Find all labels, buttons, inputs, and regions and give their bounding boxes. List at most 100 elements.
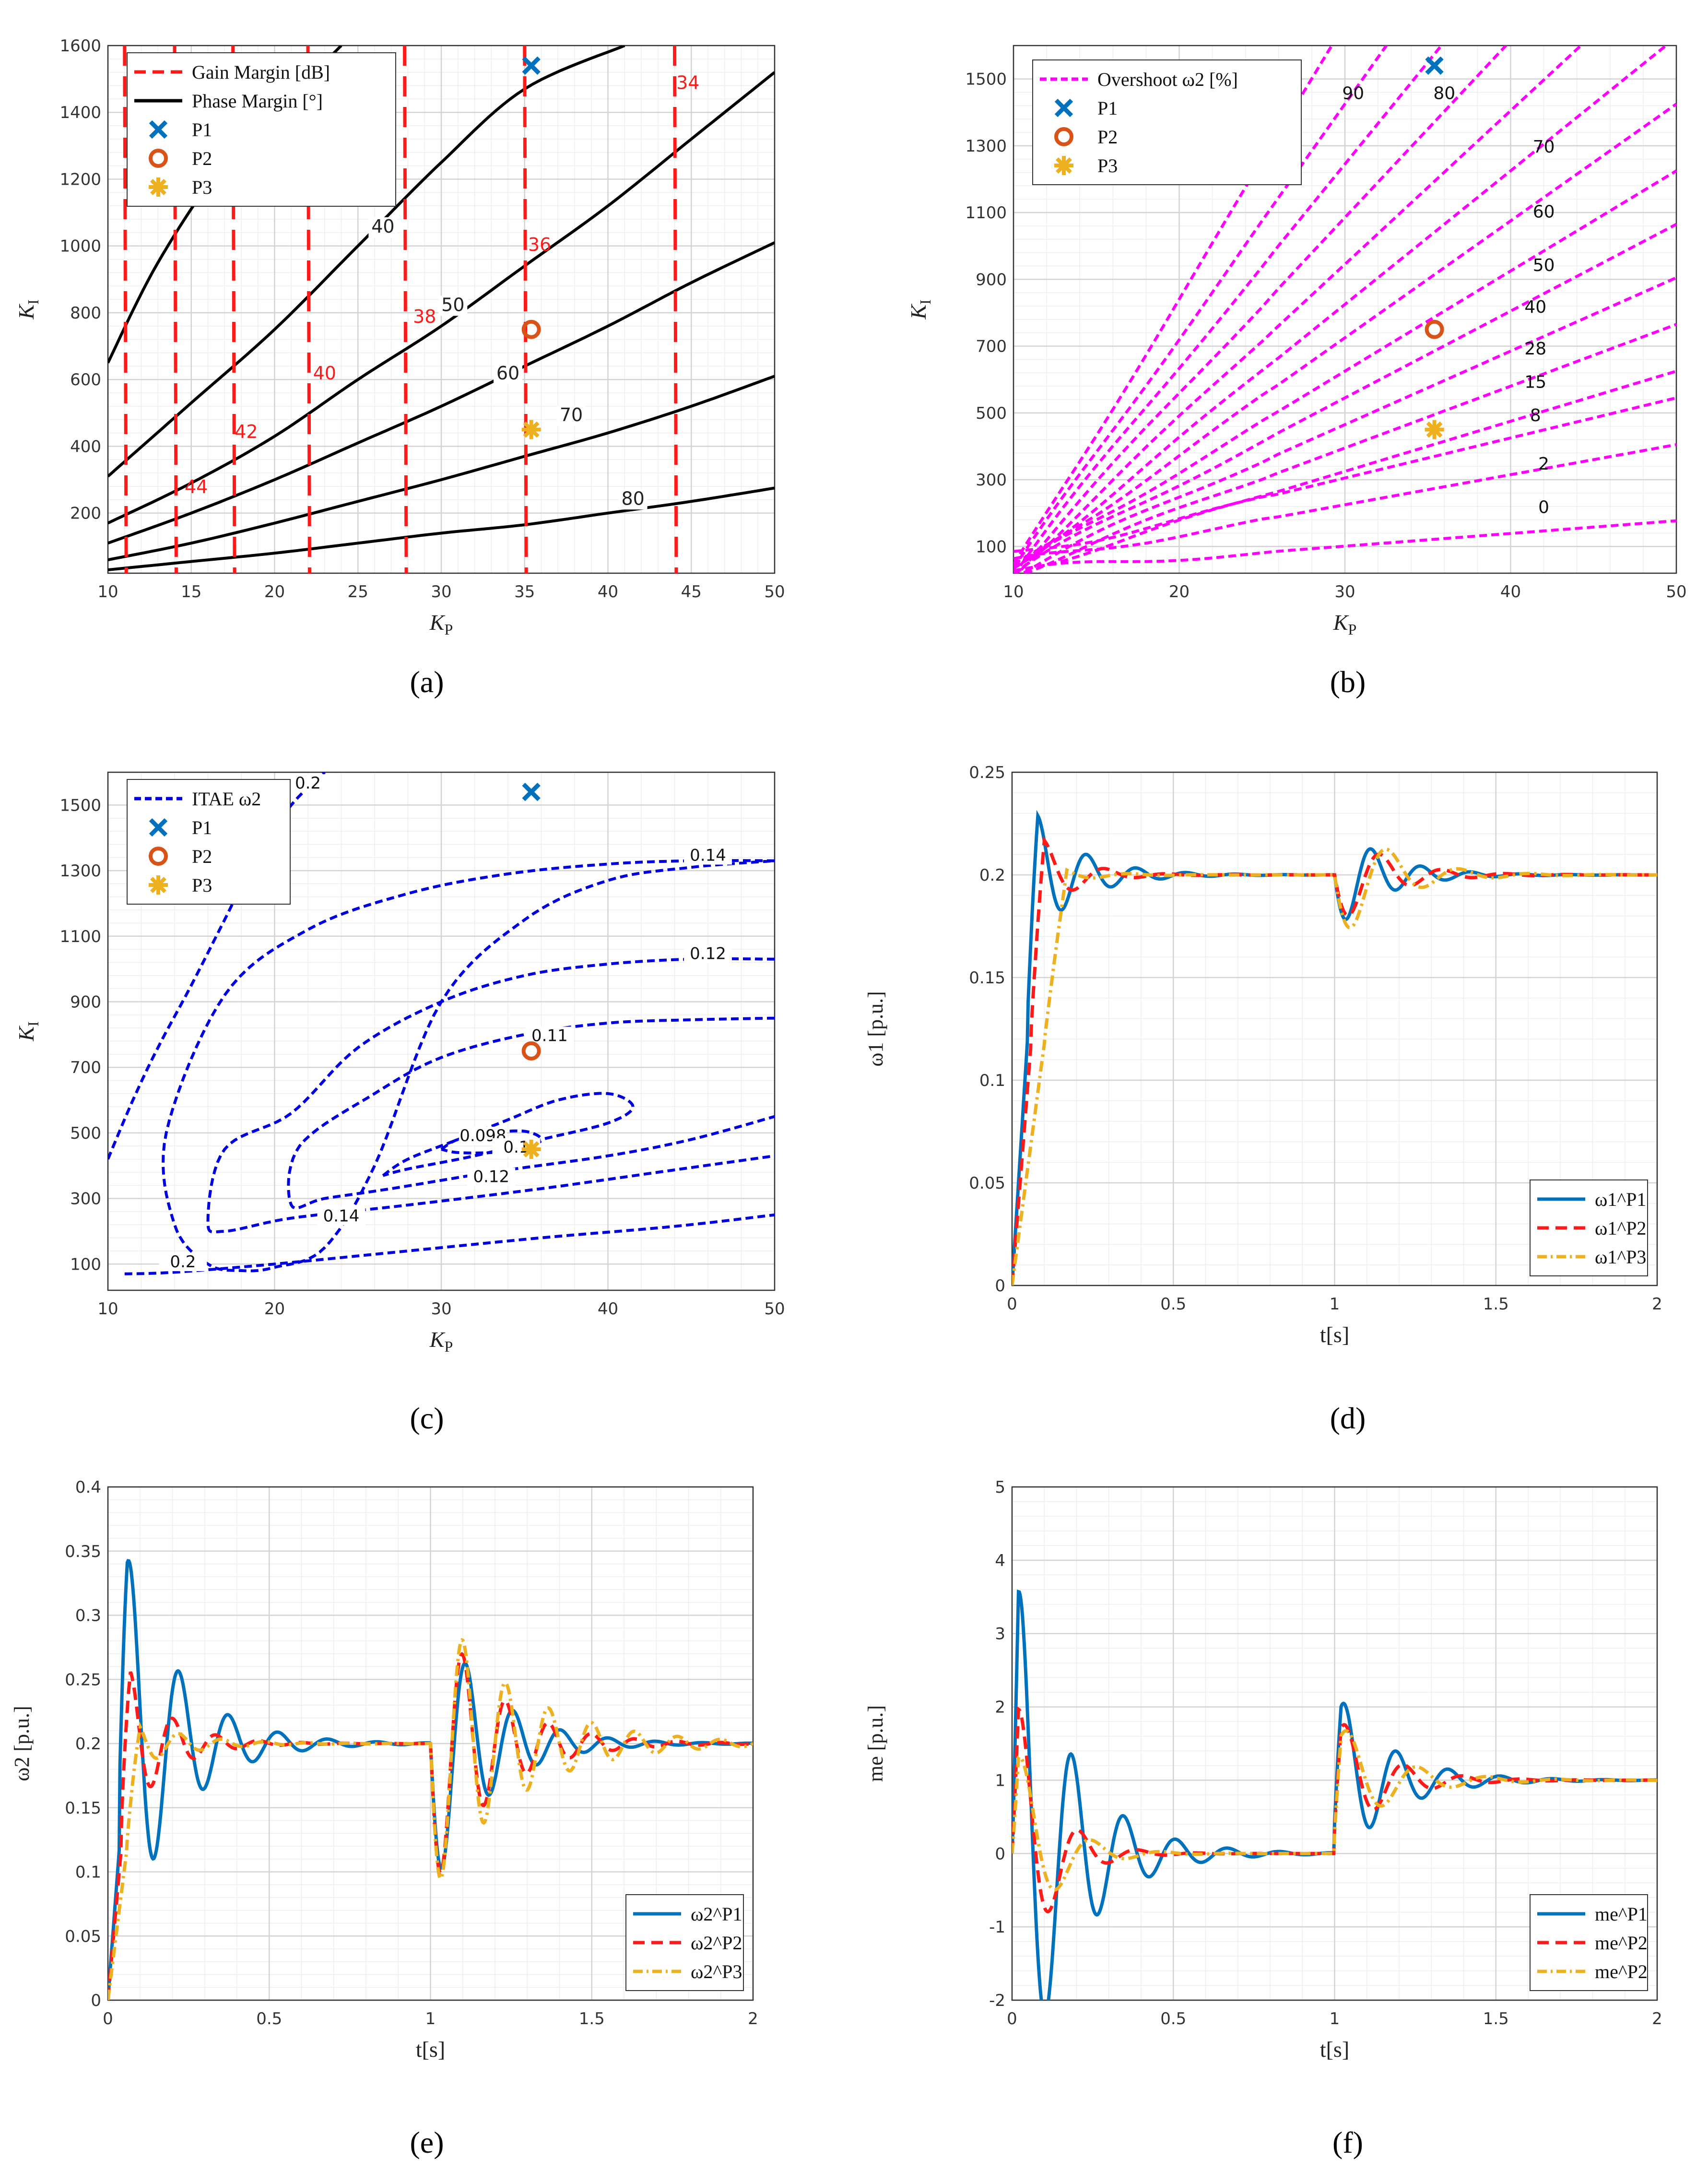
x-tick-label: 2 [1652,2009,1662,2028]
y-tick-label: 700 [976,337,1007,356]
x-tick-label: 45 [681,582,702,601]
legend-marker-p1 [1054,98,1073,118]
y-tick-label: 3 [995,1625,1005,1644]
y-tick-label: 900 [70,992,101,1012]
x-tick-label: 10 [97,1299,118,1319]
phase-margin-label: 70 [560,404,583,425]
legend-label: P3 [192,874,212,896]
label-bg [684,944,732,963]
overshoot-contour [1013,46,1389,569]
y-tick-label: 900 [976,270,1007,289]
x-tick-label: 50 [1666,582,1686,601]
chart-c-svg: 10 20 30 40 50 100 300 500 700 900 1100 1300 1500 KP K… [14,771,785,1355]
legend-label: me^P2 [1595,1932,1648,1954]
plot-group [1012,1589,1657,2000]
legend-marker-p3 [1054,156,1073,175]
legend-label: P1 [192,119,212,141]
legend-item: ITAE ω2 [134,788,261,810]
x-tick-label: 10 [1003,582,1024,601]
legend-item: P3 [1054,155,1118,177]
gain-margin-label: 34 [676,72,699,94]
y-axis-label: KI [906,299,934,319]
y-axis-label: KI [14,1021,42,1041]
label-bg [618,489,648,510]
x-tick-label: 1 [1330,2009,1340,2028]
point-p2 [521,1041,541,1061]
point-p1 [1425,56,1444,75]
label-bg [684,846,732,865]
overshoot-contour [1013,369,1676,572]
overshoot-contour [1013,169,1676,568]
y-tick-label: 1100 [965,203,1007,223]
gain-margin-label: 36 [528,234,551,255]
legend-label: P2 [192,846,212,867]
legend-label: me^P1 [1595,1903,1648,1925]
legend-item: ω2^P1 [633,1903,742,1925]
x-axis-label: KP [429,610,453,638]
legend-item: P3 [149,177,212,198]
y-tick-label: 0 [91,1991,101,2010]
gain-margin-line [673,46,678,573]
x-tick-label: 1.5 [1483,1295,1509,1314]
point-p3 [521,1140,541,1159]
overshoot-contour [1020,323,1676,573]
label-bg [159,1253,207,1272]
y-tick-label: 100 [976,537,1007,556]
itae-contour [287,1016,775,1210]
y-tick-label: 0.2 [75,1734,101,1754]
overshoot-contour [1013,103,1676,566]
legend-marker-p3 [149,177,168,197]
panel-a: 10 15 20 25 30 35 40 45 50 200 400 600 800 1000 1200 14… [0,0,854,672]
panel-f: 0 0.5 1 1.5 2 -2 -1 0 1 2 3 4 5 t[s] me [p.u.] me^P1 me^… [854,1458,1708,2130]
itae-contour-label: 0.2 [295,774,321,793]
panel-b: 10 20 30 40 50 100 300 500 700 900 1100 1300 1500 KP K… [854,0,1708,672]
panel-d: 0 0.5 1 1.5 2 0 0.05 0.1 0.15 0.2 0.25 t[s] ω1 [p.u.… [854,739,1708,1410]
legend-item: ω1^P1 [1537,1189,1646,1210]
y-tick-label: 400 [70,437,101,456]
x-tick-label: 40 [598,582,618,601]
itae-contour-label: 0.11 [531,1026,568,1046]
panel-e: 0 0.5 1 1.5 2 0 0.05 0.1 0.15 0.2 0.25 0.3 0.35 0.4 t[… [0,1458,854,2130]
legend-item: me^P2 [1537,1932,1648,1954]
y-tick-label: 1300 [59,861,101,881]
phase-margin-curve [108,375,775,562]
y-tick-label: 1600 [59,36,101,56]
chart-e-svg: 0 0.5 1 1.5 2 0 0.05 0.1 0.15 0.2 0.25 0.3 0.35 0.4 t[… [10,1478,758,2062]
y-tick-label: 1500 [965,70,1007,89]
y-tick-label: 0.3 [75,1606,101,1626]
overshoot-contour-label: 28 [1524,339,1546,359]
overshoot-contour [1020,276,1676,573]
legend-item: P2 [1054,126,1118,148]
itae-contour-label: 0.12 [690,944,726,964]
axes-frame [107,45,776,574]
legend-item: ω1^P3 [1537,1246,1646,1268]
legend-marker-p1 [149,120,168,139]
y-tick-label: 0.4 [75,1478,101,1497]
legend-label: Overshoot ω2 [%] [1097,69,1238,90]
chart-f-svg: 0 0.5 1 1.5 2 -2 -1 0 1 2 3 4 5 t[s] me [p.u.] me^P1 me^… [864,1478,1662,2062]
legend-item: P1 [149,119,212,141]
label-bg [368,217,398,237]
point-p1 [522,782,541,802]
series-p3 [1012,848,1657,1285]
y-tick-label: 0 [995,1844,1005,1863]
overshoot-contour [1013,519,1676,573]
legend-item: P3 [149,874,212,896]
overshoot-contour [1013,46,1669,570]
x-tick-label: 0.5 [1160,2009,1186,2028]
legend-marker-p3 [149,875,168,895]
point-p2 [1425,319,1444,339]
x-axis-label: KP [429,1327,453,1355]
legend-item: P2 [149,846,212,867]
itae-contour [206,957,775,1234]
y-tick-label: 300 [976,471,1007,490]
x-tick-label: 30 [1334,582,1355,601]
gain-margin-label: 44 [185,476,208,497]
caption-f: (f) [1332,2125,1363,2159]
legend-label: ω2^P3 [691,1961,742,1982]
y-axis-label: ω2 [p.u.] [10,1706,34,1781]
itae-contour-label: 0.14 [690,846,726,865]
y-tick-label: 0.25 [969,763,1005,782]
y-tick-label: 600 [70,370,101,389]
